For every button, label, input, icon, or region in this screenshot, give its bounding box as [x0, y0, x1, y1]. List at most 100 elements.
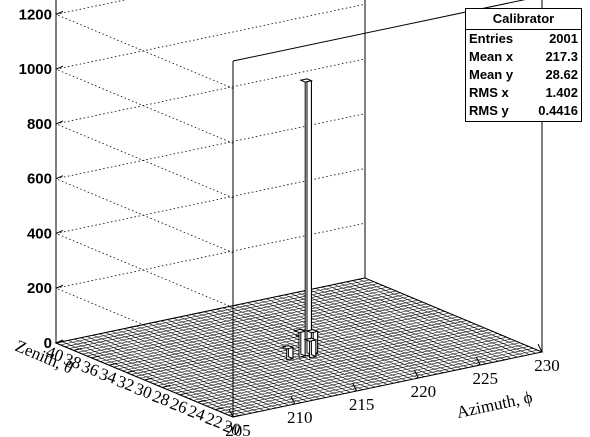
floor-gridline	[162, 322, 472, 388]
stats-box: Calibrator Entries 2001 Mean x 217.3 Mea…	[465, 8, 582, 122]
x-tick	[352, 382, 358, 392]
box-edge	[232, 0, 526, 62]
floor-gridline	[100, 296, 410, 362]
y-tick	[215, 407, 224, 411]
floor-gridline	[166, 323, 476, 390]
stats-label: Mean y	[469, 67, 514, 82]
y-tick	[73, 347, 82, 351]
y-tick-label: 32	[114, 372, 136, 396]
floor-gridline	[184, 331, 494, 397]
x-tick	[413, 369, 419, 379]
floor-gridline	[69, 283, 379, 349]
x-tick	[475, 356, 481, 366]
floor-gridline	[117, 303, 428, 370]
y-tick-label: 34	[97, 364, 120, 388]
z-tick-label: 800	[27, 116, 52, 133]
y-tick	[197, 399, 206, 403]
floor-gridline	[73, 285, 383, 351]
y-tick	[232, 414, 242, 418]
lego-bar	[303, 337, 318, 359]
floor-gridline	[91, 292, 401, 359]
x-tick-label: 220	[411, 382, 437, 401]
floor-gridline	[201, 338, 512, 405]
stats-label: Entries	[469, 31, 514, 46]
x-tick-label: 215	[349, 395, 375, 414]
floor-gridline	[170, 325, 481, 392]
y-tick	[162, 384, 171, 388]
stats-title: Calibrator	[466, 9, 581, 30]
z-tick	[55, 120, 64, 125]
x-tick	[290, 395, 296, 405]
y-tick	[126, 370, 135, 374]
stats-row-entries: Entries 2001	[466, 30, 581, 48]
z-tick-label: 400	[27, 225, 52, 242]
floor-gridline	[228, 349, 538, 416]
floor-gridline	[131, 309, 441, 375]
floor-gridline	[95, 294, 405, 360]
z-tick-label: 0	[44, 335, 52, 352]
floor-gridline	[60, 279, 370, 346]
lego-bar	[299, 78, 314, 357]
x-tick	[228, 408, 234, 418]
floor-gridline	[175, 327, 485, 394]
floor-gridline	[109, 299, 419, 366]
x-tick-label: 205	[225, 421, 251, 437]
floor-gridline	[206, 340, 516, 407]
y-tick-label: 40	[44, 342, 66, 366]
y-tick-label: 26	[168, 394, 190, 418]
floor-gridline	[86, 290, 397, 357]
y-tick	[179, 392, 189, 396]
x-tick-label: 225	[472, 369, 498, 388]
stats-value: 1.402	[545, 85, 578, 100]
stats-label: Mean x	[469, 49, 514, 64]
stats-value: 217.3	[545, 49, 578, 64]
y-tick-label: 22	[203, 409, 225, 433]
floor-gridline	[126, 307, 436, 373]
stats-row-mean-y: Mean y 28.62	[466, 66, 581, 84]
floor-gridline	[193, 335, 503, 401]
y-tick	[108, 362, 118, 366]
z-tick	[55, 10, 64, 15]
stats-row-rms-x: RMS x 1.402	[466, 84, 581, 102]
stats-value: 0.4416	[538, 103, 578, 118]
y-tick-label: 24	[185, 401, 208, 425]
floor-gridline	[64, 281, 374, 347]
stats-value: 2001	[549, 31, 578, 46]
y-tick	[55, 340, 65, 344]
y-tick-label: 36	[79, 357, 101, 381]
floor-gridline	[179, 329, 489, 396]
floor-gridline	[232, 351, 543, 418]
z-tick-label: 600	[27, 171, 52, 188]
floor-gridline	[104, 298, 414, 364]
z-tick-label: 1000	[19, 61, 52, 78]
floor-gridline	[210, 342, 520, 409]
x-axis-label: Azimuth, ϕ	[455, 387, 534, 422]
z-tick	[55, 230, 64, 234]
y-tick-label: 20	[221, 416, 243, 437]
x-tick-label: 230	[534, 356, 560, 375]
floor-gridline	[224, 348, 534, 414]
floor-gridline	[215, 344, 525, 410]
floor-gridline	[219, 346, 529, 412]
z-tick	[55, 175, 64, 180]
y-tick	[91, 355, 100, 359]
x-tick	[537, 343, 543, 353]
z-tick	[55, 65, 64, 70]
floor-gridline	[135, 311, 445, 377]
stats-row-mean-x: Mean x 217.3	[466, 48, 581, 66]
floor-gridline	[140, 312, 450, 379]
stats-label: RMS x	[469, 85, 509, 100]
lego-bar	[280, 344, 295, 361]
lego-bar	[292, 328, 307, 358]
z-tick-label: 1200	[19, 6, 52, 23]
floor-gridline	[188, 333, 498, 399]
y-tick	[144, 377, 153, 381]
floor-gridline	[197, 336, 507, 403]
stats-label: RMS y	[469, 103, 509, 118]
floor-gridline	[82, 288, 392, 355]
floor-gridline	[122, 305, 432, 372]
stats-value: 28.62	[545, 67, 578, 82]
floor-gridline	[113, 301, 423, 368]
x-tick-label: 210	[287, 408, 313, 427]
